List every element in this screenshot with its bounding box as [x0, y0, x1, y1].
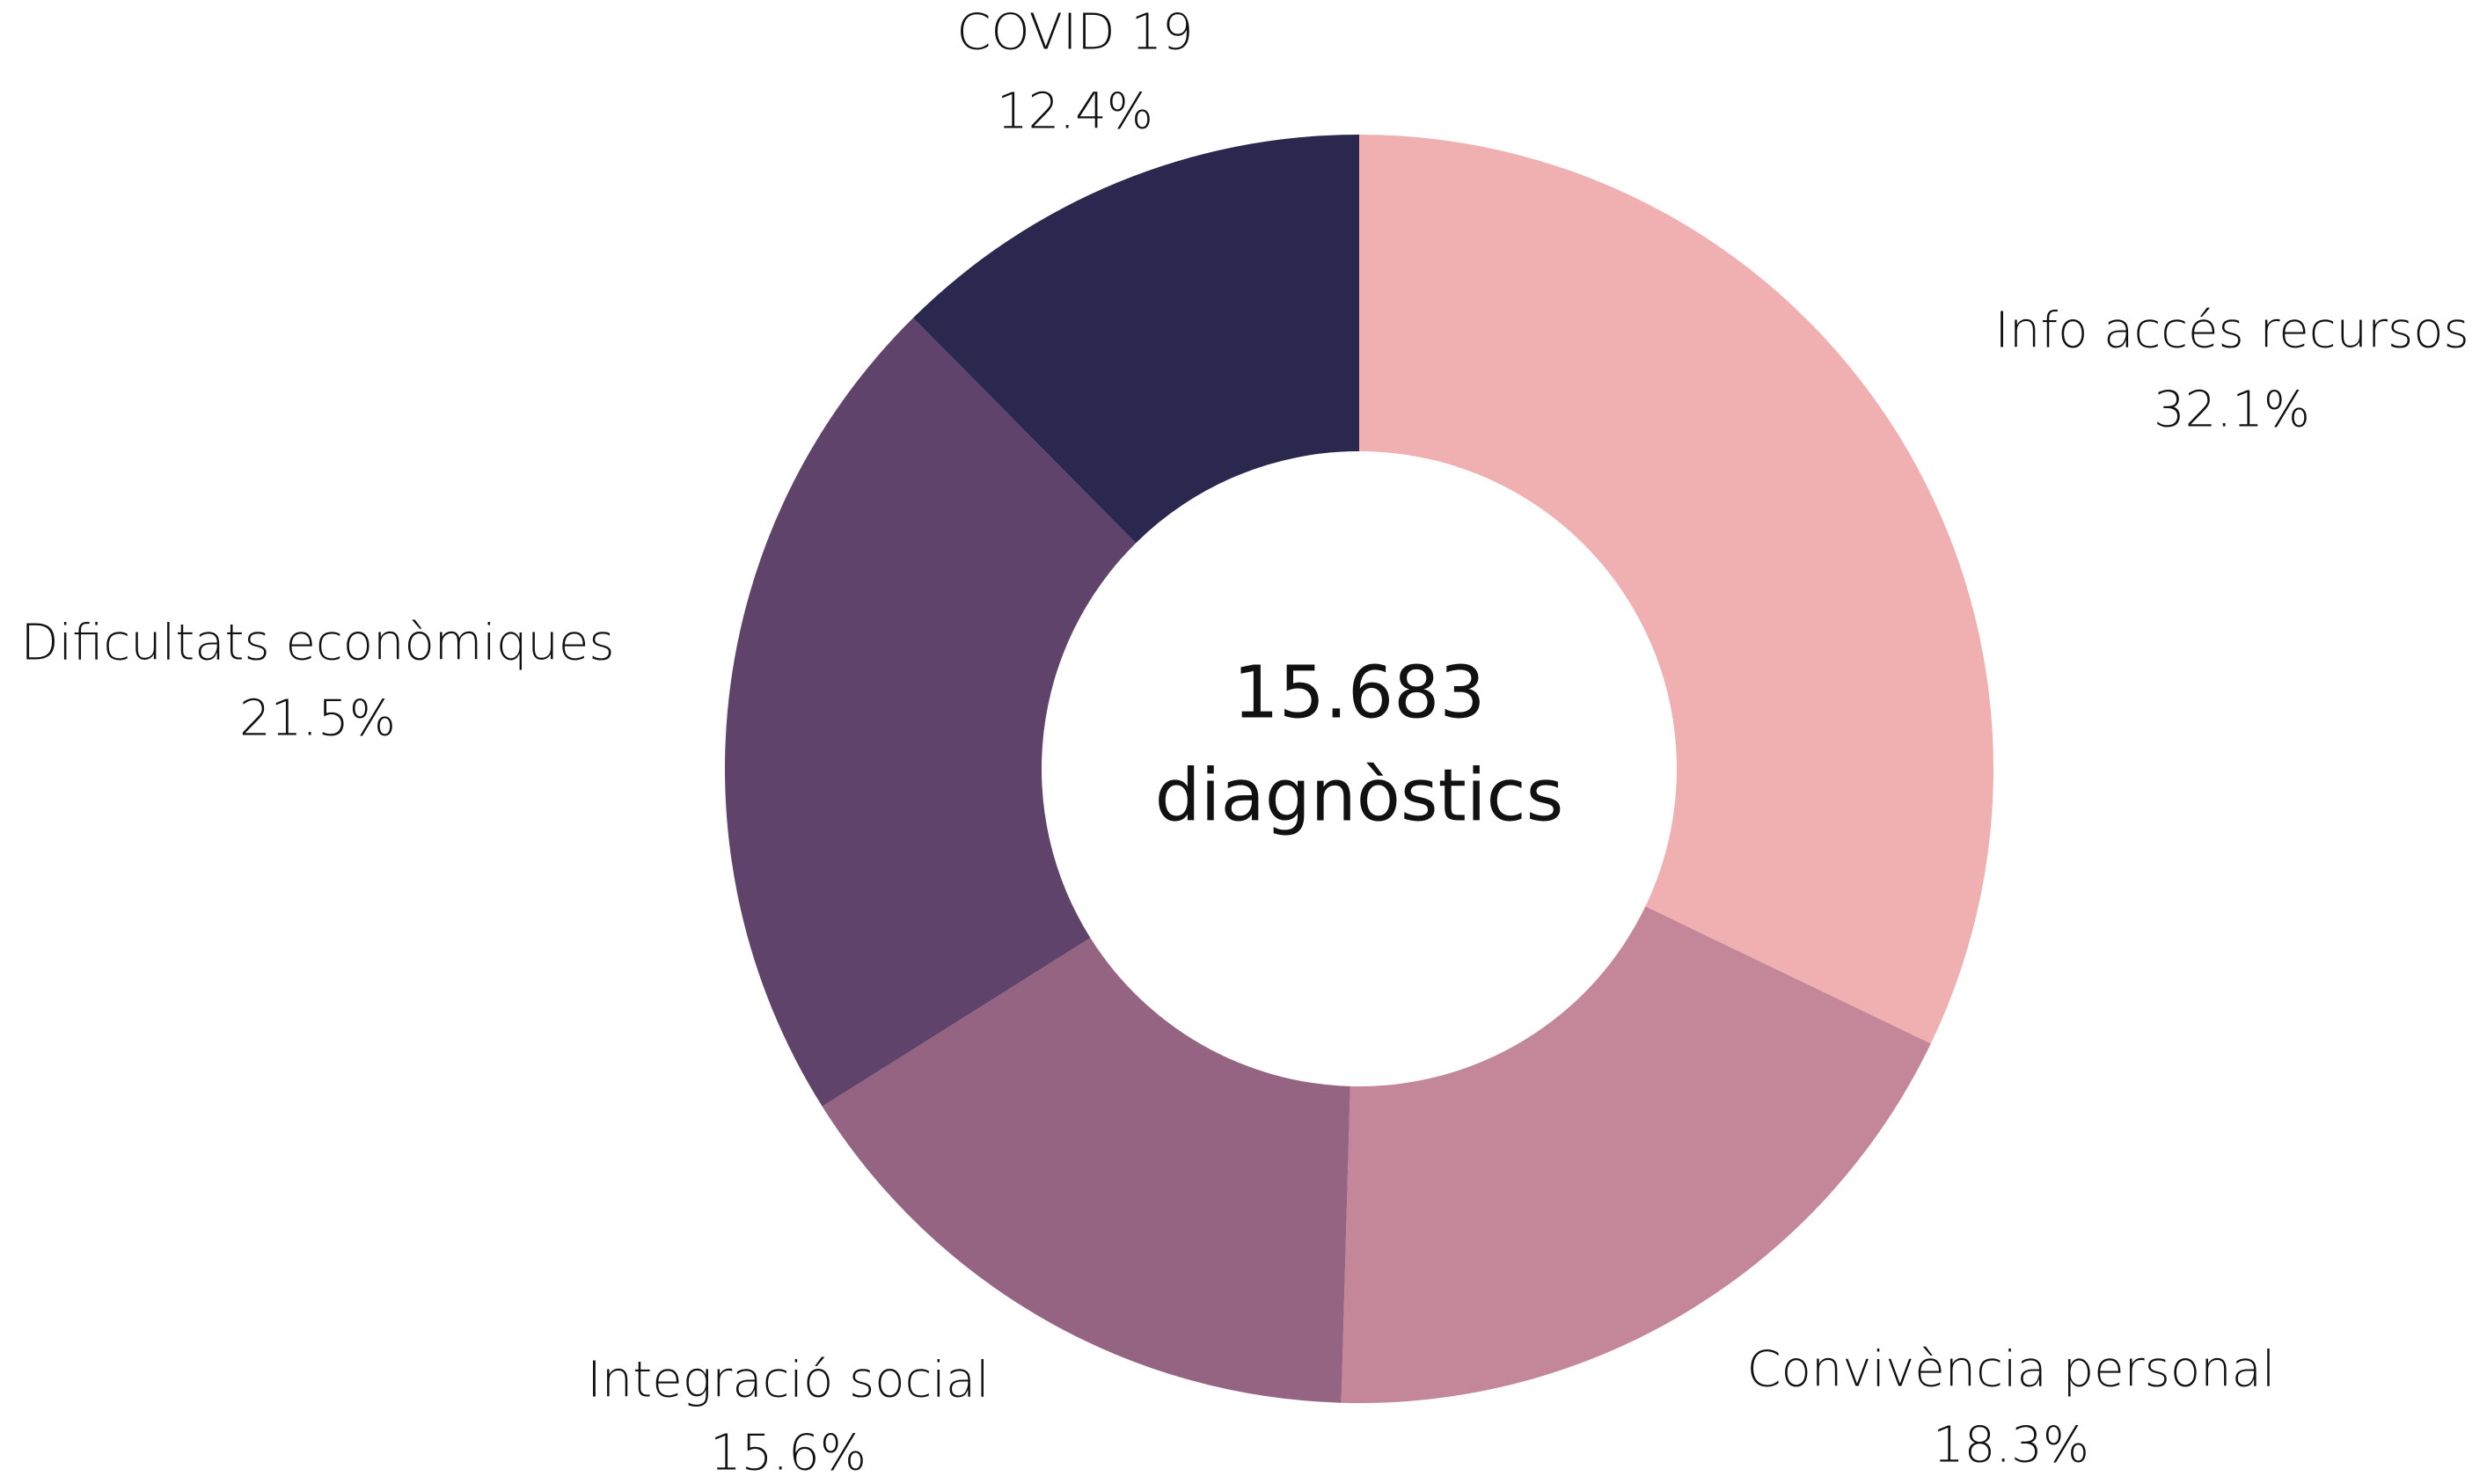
- slice: [822, 938, 1350, 1403]
- slice: [912, 135, 1359, 544]
- slice: [724, 318, 1137, 1107]
- slice: [1359, 135, 1993, 1044]
- value-label: 18.3%: [1933, 1416, 2089, 1473]
- slice-label: Convivència personal: [1747, 1341, 2276, 1398]
- value-label: 32.1%: [2154, 381, 2310, 438]
- center-caption: diagnòstics: [1155, 754, 1564, 837]
- slice: [1341, 906, 1931, 1403]
- slice-label: Dificultats econòmiques: [20, 614, 614, 671]
- slice-label: Info accés recursos: [1994, 302, 2469, 359]
- slice-label: Integració social: [587, 1351, 989, 1408]
- value-label: 21.5%: [239, 690, 396, 747]
- value-label: 15.6%: [710, 1424, 867, 1481]
- slice-label: COVID 19: [956, 4, 1193, 61]
- value-label: 12.4%: [997, 83, 1153, 140]
- center-value: 15.683: [1233, 651, 1486, 735]
